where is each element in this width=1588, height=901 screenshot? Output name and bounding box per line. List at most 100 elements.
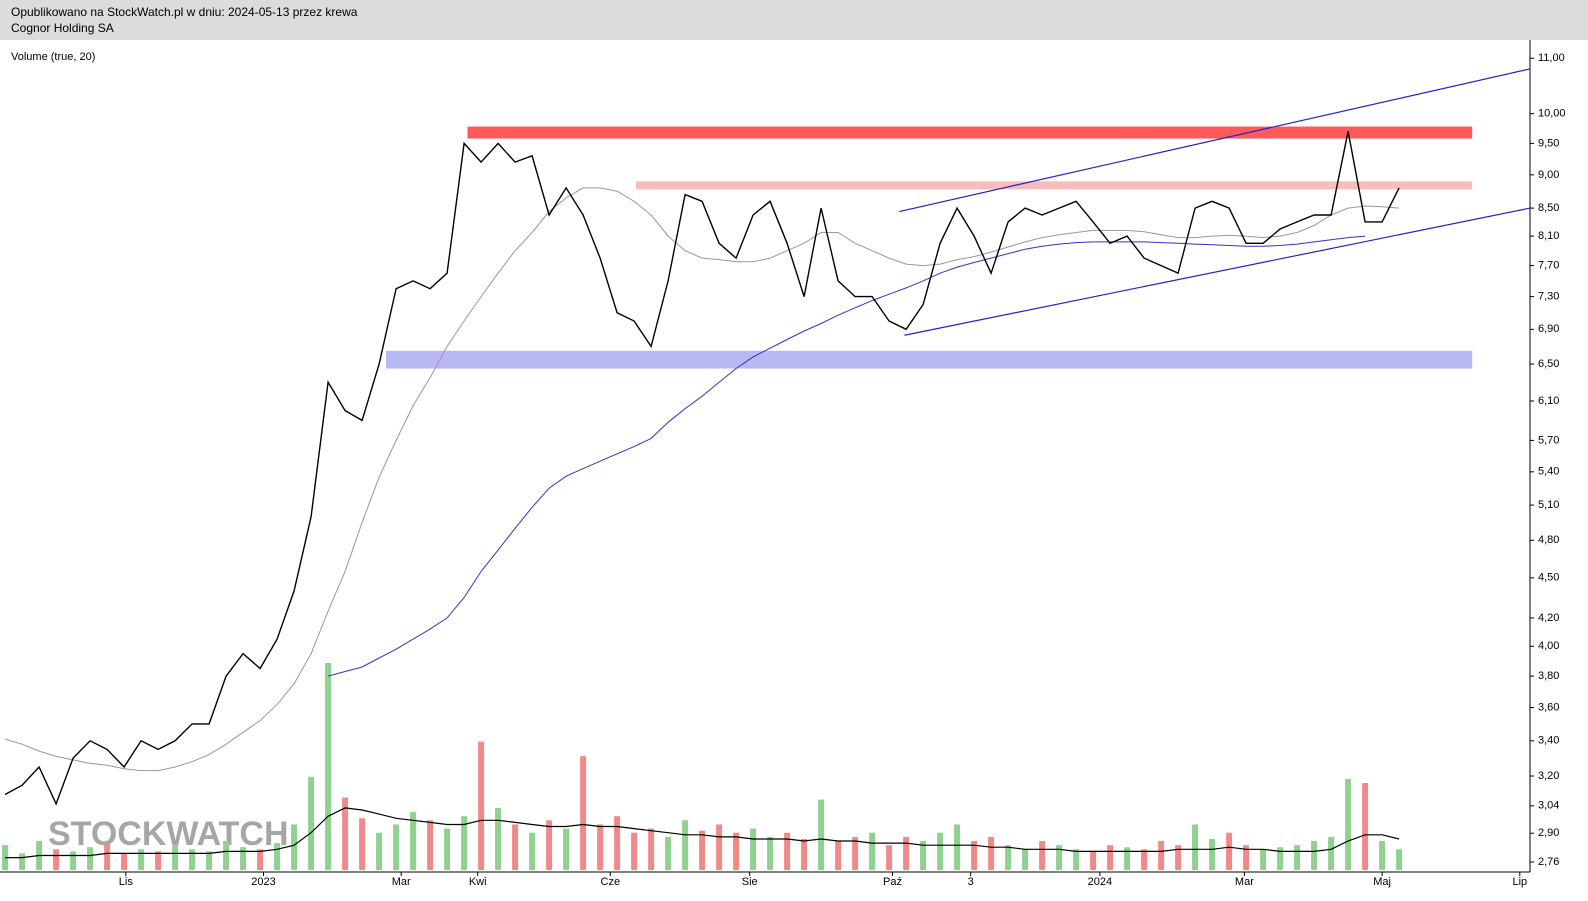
volume-bar [1260,849,1267,870]
volume-bar [665,836,672,870]
trendline [904,207,1531,336]
y-tick-label: 4,20 [1538,612,1559,624]
x-tick-label: Sie [742,876,758,888]
volume-bar [376,832,383,870]
published: Opublikowano na StockWatch.pl w dniu: 20… [11,5,358,19]
volume-bar [1073,849,1080,870]
y-tick-label: 5,70 [1538,434,1559,446]
volume-bar [750,828,757,870]
volume-bar [903,836,910,870]
volume-bar [1056,845,1063,870]
volume-bar [291,824,298,870]
y-tick-label: 9,00 [1538,169,1559,181]
volume-bar [1362,783,1369,870]
x-tick-label: Lis [119,876,134,888]
volume-bar [852,836,859,870]
volume-bar [1328,836,1335,870]
y-tick-label: 2,90 [1538,827,1559,839]
moving-average [327,235,1366,677]
volume-bar [189,849,196,870]
volume-bar [427,820,434,870]
y-tick-label: 2,76 [1538,856,1559,868]
volume-bar [512,824,519,870]
volume-bar [699,830,706,870]
x-tick-label: Paź [883,876,902,888]
y-tick-label: 6,10 [1538,395,1559,407]
volume-bar [818,799,825,870]
volume-bar [155,851,162,870]
x-tick-label: Cze [601,876,621,888]
volume-bar [104,843,111,870]
y-tick-label: 8,50 [1538,202,1559,214]
y-tick-label: 3,80 [1538,670,1559,682]
y-tick-label: 11,00 [1538,52,1565,64]
y-tick-label: 6,90 [1538,323,1559,335]
volume-bar [988,836,995,870]
volume-bar [1124,847,1131,870]
volume-bar [1158,841,1165,870]
watermark: STOCKWATCH [48,815,289,853]
header: Opublikowano na StockWatch.pl w dniu: 20… [0,0,1588,40]
volume-bar [444,828,451,870]
volume-bar [767,836,774,870]
volume-bar [495,807,502,870]
y-tick-label: 10,00 [1538,108,1566,120]
y-tick-label: 3,04 [1538,800,1559,812]
volume-bar [53,849,60,870]
x-tick-label: 2023 [251,876,275,888]
volume-bar [784,832,791,870]
x-tick-label: 2024 [1088,876,1112,888]
volume-ma [5,807,1400,859]
volume-bar [631,832,638,870]
volume-bar [954,824,961,870]
volume-bar [1209,838,1216,870]
volume-bar [597,824,604,870]
volume-bar [869,832,876,870]
y-tick-label: 3,40 [1538,735,1559,747]
indicator-label: Volume (true, 20) [11,51,95,63]
x-tick-label: Mar [392,876,411,888]
x-tick-label: 3 [968,876,974,888]
volume-bar [716,824,723,870]
y-tick-label: 9,50 [1538,137,1559,149]
y-tick-label: 8,10 [1538,230,1559,242]
volume-bar [138,849,145,870]
volume-bar [1141,849,1148,870]
y-tick-label: 4,00 [1538,640,1559,652]
volume-bar [70,851,77,870]
trendline [899,68,1531,213]
volume-bar [206,851,213,870]
volume-bar [1294,845,1301,870]
x-tick-label: Mar [1235,876,1254,888]
volume-bar [920,841,927,870]
volume-bar [580,756,587,870]
volume-bar [1396,849,1403,870]
volume-bar [308,776,315,870]
volume-bar [1192,824,1199,870]
volume-bar [461,816,468,870]
volume-bar [1226,832,1233,870]
volume-bar [563,828,570,870]
volume-bar [614,816,621,870]
volume-bar [223,841,230,870]
volume-bar [325,663,332,870]
volume-bar [886,845,893,870]
y-tick-label: 7,70 [1538,259,1559,271]
volume-bar [1039,841,1046,870]
zone [467,126,1473,139]
y-tick-label: 3,20 [1538,770,1559,782]
y-tick-label: 5,40 [1538,466,1559,478]
volume-bar [240,847,247,870]
volume-bar [257,849,264,870]
volume-bar [1277,847,1284,870]
volume-bar [937,832,944,870]
volume-bar [801,838,808,870]
volume-bar [393,824,400,870]
volume-bar [1090,851,1097,870]
volume-bar [1175,845,1182,870]
volume-bar [1243,845,1250,870]
volume-bar [274,843,281,870]
volume-bar [1311,841,1318,870]
